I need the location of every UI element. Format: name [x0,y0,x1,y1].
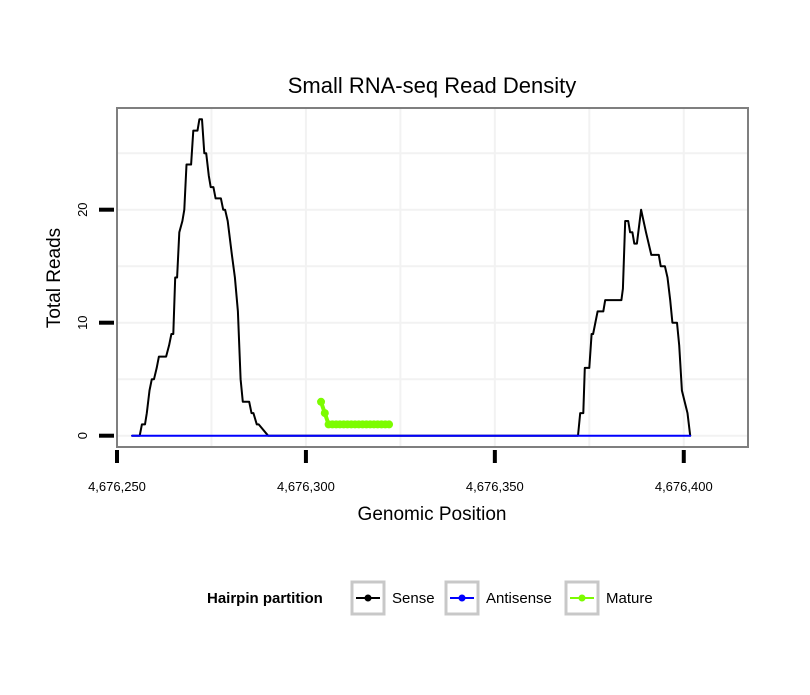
legend-item-antisense: Antisense [444,580,552,616]
y-axis-label: Total Reads [44,228,65,328]
x-tick-label: 4,676,250 [88,479,146,494]
legend-item-mature: Mature [564,580,653,616]
y-tick-label: 10 [75,315,90,329]
x-axis-label: Genomic Position [358,504,507,525]
legend-key-point [578,594,586,602]
y-tick-label: 0 [75,432,90,439]
legend-item-sense: Sense [350,580,435,616]
legend-label: Antisense [486,590,552,607]
chart-title: Small RNA-seq Read Density [288,73,577,98]
x-tick-label: 4,676,400 [655,479,713,494]
legend-label: Sense [392,590,435,607]
x-tick-label: 4,676,300 [277,479,335,494]
legend-items: Sense Antisense Mature [350,580,653,616]
x-tick-label: 4,676,350 [466,479,524,494]
plot-border [116,107,749,448]
axes: 4,676,250 4,676,300 4,676,350 4,676,400 0 10 2… [75,202,713,494]
series-point-mature [385,420,394,429]
legend-label: Mature [606,590,653,607]
legend-key-point [364,594,372,602]
series-line-sense [131,118,692,437]
legend-title: Hairpin partition [207,590,323,607]
series-layer [131,118,692,437]
legend-key-point [458,594,466,602]
series-point-mature [320,409,329,418]
legend: Hairpin partition Sense Antisense Mature [207,580,653,616]
plot-panel [117,108,748,447]
series-point-mature [317,397,326,406]
y-tick-label: 20 [75,202,90,216]
